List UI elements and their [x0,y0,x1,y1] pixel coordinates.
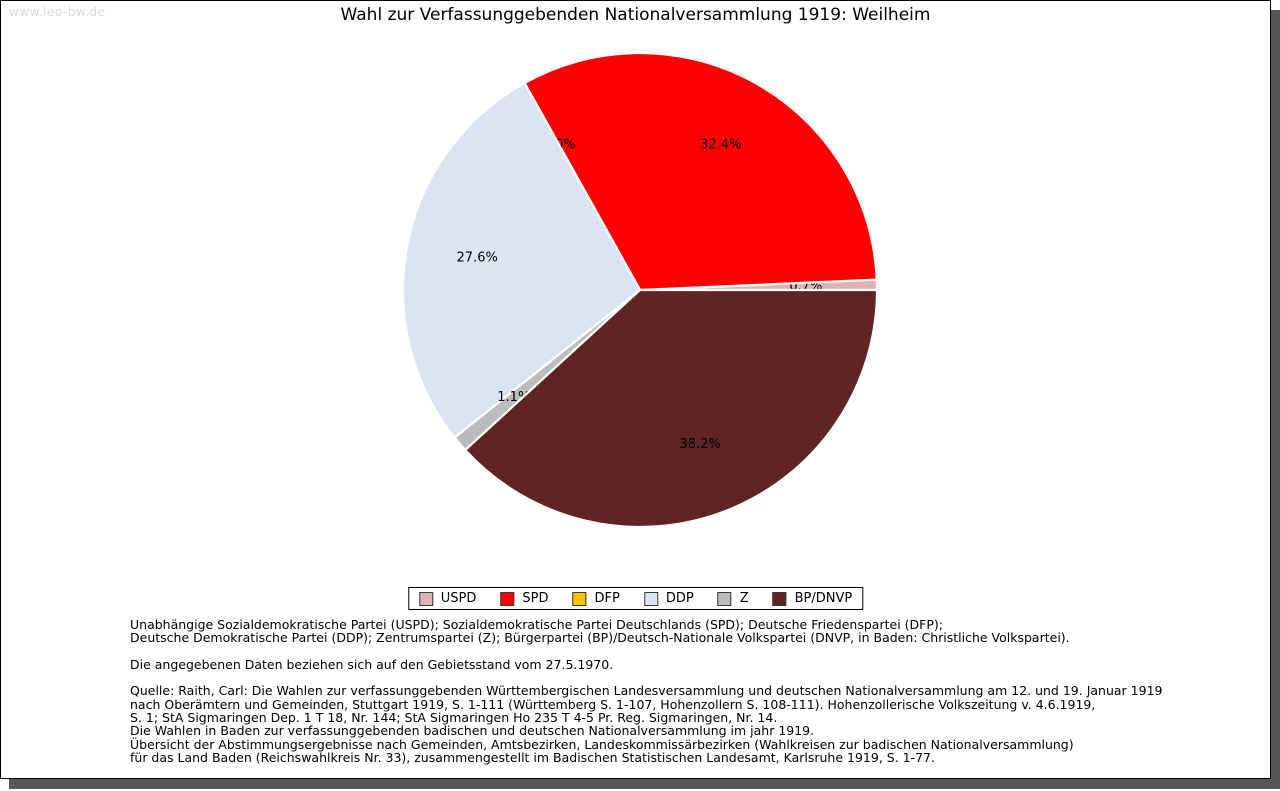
legend-item-DFP: DFP [572,591,620,606]
legend-swatch-icon [500,591,515,606]
pie-chart: 0.7%32.4%0.0%27.6%1.1%38.2% [401,51,879,529]
legend-label: DDP [665,591,694,606]
footnotes: Unabhängige Sozialdemokratische Partei (… [130,618,1230,778]
chart-frame: www.leo-bw.de Wahl zur Verfassunggebende… [0,0,1271,779]
pie-slice-BP-DNVP [464,288,879,529]
legend-label: BP/DNVP [794,591,853,606]
note-line: nach Oberämtern und Gemeinden, Stuttgart… [130,696,1096,712]
note-line: S. 1; StA Sigmaringen Dep. 1 T 18, Nr. 1… [130,710,778,726]
pie-percent-label-DDP: 27.6% [457,250,498,265]
legend-item-Z: Z [717,591,749,606]
legend-item-SPD: SPD [500,591,549,606]
legend-label: DFP [594,591,620,606]
note-line: Die Wahlen in Baden zur verfassunggebend… [130,723,815,739]
legend-label: USPD [440,591,477,606]
legend-item-DDP: DDP [643,591,694,606]
legend-swatch-icon [772,591,787,606]
source-note: Quelle: Raith, Carl: Die Wahlen zur verf… [130,683,1230,766]
legend-item-USPD: USPD [418,591,477,606]
legend-swatch-icon [418,591,433,606]
watermark: www.leo-bw.de [9,5,106,19]
note-line: für das Land Baden (Reichswahlkreis Nr. … [130,750,935,766]
chart-title: Wahl zur Verfassunggebenden Nationalvers… [340,5,931,25]
pie-percent-label-SPD: 32.4% [700,138,741,153]
note-line: Deutsche Demokratische Partei (DDP); Zen… [130,630,1070,646]
note-line: Quelle: Raith, Carl: Die Wahlen zur verf… [130,683,1163,699]
chart-legend: USPD SPD DFP DDP Z BP/DNVP [407,587,864,610]
pie-slice-SPD [523,51,878,292]
legend-swatch-icon [572,591,587,606]
note-line: Unabhängige Sozialdemokratische Partei (… [130,617,943,632]
party-abbreviation-note: Unabhängige Sozialdemokratische Partei (… [130,618,1230,645]
legend-swatch-icon [643,591,658,606]
gebietsstand-note: Die angegebenen Daten beziehen sich auf … [130,656,614,672]
pie-percent-label-BP-DNVP: 38.2% [679,437,720,452]
note-line: Übersicht der Abstimmungsergebnisse nach… [130,736,1074,752]
legend-item-BP-DNVP: BP/DNVP [772,591,853,606]
legend-label: SPD [522,591,549,606]
pie-slice-DDP [401,81,642,439]
legend-swatch-icon [717,591,732,606]
legend-label: Z [739,591,749,606]
